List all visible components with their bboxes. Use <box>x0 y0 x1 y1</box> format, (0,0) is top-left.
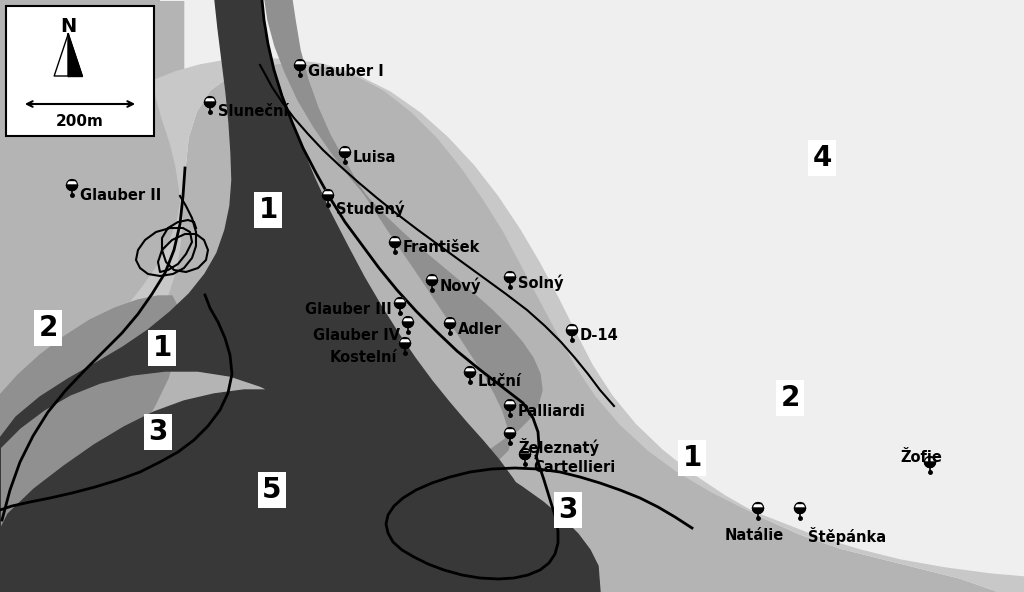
Polygon shape <box>295 65 305 70</box>
Polygon shape <box>0 58 1024 592</box>
Polygon shape <box>505 400 515 405</box>
Polygon shape <box>394 303 406 308</box>
Text: 200m: 200m <box>56 114 104 130</box>
Polygon shape <box>505 405 515 410</box>
Polygon shape <box>566 324 578 330</box>
Text: Kostelní: Kostelní <box>330 349 397 365</box>
Text: Glauber III: Glauber III <box>305 301 392 317</box>
Polygon shape <box>795 508 806 513</box>
Text: František: František <box>403 240 480 256</box>
Polygon shape <box>323 195 334 201</box>
Polygon shape <box>427 275 437 280</box>
Polygon shape <box>205 102 215 108</box>
Text: D-14: D-14 <box>580 329 618 343</box>
Polygon shape <box>399 343 411 349</box>
Text: Glauber II: Glauber II <box>80 188 161 202</box>
Text: N: N <box>60 17 76 36</box>
Polygon shape <box>505 427 515 433</box>
Polygon shape <box>67 185 78 191</box>
Polygon shape <box>205 96 215 102</box>
Text: Adler: Adler <box>458 321 502 336</box>
Polygon shape <box>265 0 542 462</box>
Bar <box>6 6 154 136</box>
Text: 2: 2 <box>38 314 57 342</box>
Text: 2: 2 <box>780 384 800 412</box>
Text: Glauber I: Glauber I <box>308 63 384 79</box>
Text: Glauber IV: Glauber IV <box>313 329 400 343</box>
Text: 1: 1 <box>682 444 701 472</box>
Polygon shape <box>402 322 414 327</box>
Polygon shape <box>925 462 936 468</box>
Text: 3: 3 <box>148 418 168 446</box>
Text: Nový: Nový <box>440 278 481 294</box>
Polygon shape <box>566 330 578 336</box>
Text: Železnatý: Železnatý <box>518 438 599 456</box>
Polygon shape <box>394 298 406 303</box>
Text: Luční: Luční <box>478 375 522 390</box>
Text: Palliardi: Palliardi <box>518 404 586 419</box>
Text: 3: 3 <box>558 496 578 524</box>
Text: Natálie: Natálie <box>724 529 783 543</box>
Polygon shape <box>160 0 1024 592</box>
Text: 4: 4 <box>812 144 831 172</box>
Polygon shape <box>399 337 411 343</box>
Polygon shape <box>505 277 515 282</box>
Polygon shape <box>340 152 350 157</box>
Polygon shape <box>69 34 82 76</box>
Polygon shape <box>389 242 400 247</box>
Text: Žofie: Žofie <box>900 449 942 465</box>
Text: 5: 5 <box>262 476 282 504</box>
Polygon shape <box>67 179 78 185</box>
Polygon shape <box>753 508 764 513</box>
Polygon shape <box>54 34 69 76</box>
Polygon shape <box>340 146 350 152</box>
Polygon shape <box>753 503 764 508</box>
Polygon shape <box>444 317 456 323</box>
Polygon shape <box>444 323 456 329</box>
Polygon shape <box>0 0 600 592</box>
Polygon shape <box>389 237 400 242</box>
Polygon shape <box>465 372 475 378</box>
Text: Štěpánka: Štěpánka <box>808 527 886 545</box>
Polygon shape <box>505 433 515 439</box>
Polygon shape <box>795 503 806 508</box>
Text: 1: 1 <box>258 196 278 224</box>
Polygon shape <box>519 454 530 459</box>
Text: Cartellieri: Cartellieri <box>534 461 615 475</box>
Polygon shape <box>295 60 305 65</box>
Polygon shape <box>465 366 475 372</box>
Polygon shape <box>925 456 936 462</box>
Text: Studený: Studený <box>336 201 404 217</box>
Polygon shape <box>0 296 180 592</box>
Polygon shape <box>505 272 515 277</box>
Text: Sluneční: Sluneční <box>218 105 289 120</box>
Polygon shape <box>427 280 437 285</box>
Polygon shape <box>323 189 334 195</box>
Text: 1: 1 <box>153 334 172 362</box>
Text: Solný: Solný <box>518 275 563 291</box>
Polygon shape <box>402 317 414 322</box>
Text: Luisa: Luisa <box>353 150 396 166</box>
Polygon shape <box>519 449 530 454</box>
